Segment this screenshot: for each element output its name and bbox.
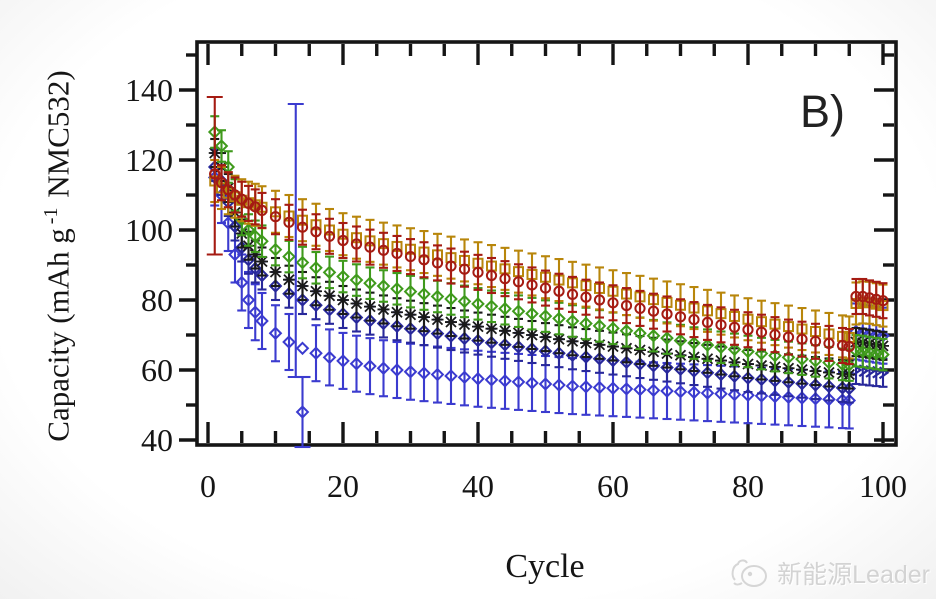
svg-text:20: 20 bbox=[327, 468, 359, 504]
svg-text:60: 60 bbox=[597, 468, 629, 504]
y-axis-label-superscript: -1 bbox=[40, 207, 62, 225]
svg-text:100: 100 bbox=[859, 468, 907, 504]
watermark-text: 新能源Leader bbox=[777, 561, 930, 589]
y-axis-label-pre: Capacity (mAh g bbox=[40, 228, 76, 442]
svg-text:40: 40 bbox=[462, 468, 494, 504]
svg-text:40: 40 bbox=[141, 422, 173, 458]
watermark: 新能源Leader bbox=[729, 555, 930, 591]
svg-text:80: 80 bbox=[141, 282, 173, 318]
y-axis-label-post: NMC532) bbox=[40, 70, 76, 206]
svg-text:60: 60 bbox=[141, 352, 173, 388]
watermark-logo-icon bbox=[729, 556, 771, 590]
svg-text:100: 100 bbox=[125, 212, 173, 248]
svg-text:0: 0 bbox=[200, 468, 216, 504]
x-axis-label: Cycle bbox=[505, 548, 585, 585]
panel-label: B) bbox=[800, 86, 845, 137]
svg-text:120: 120 bbox=[125, 142, 173, 178]
y-axis-label: Capacity (mAh g -1 NMC532) bbox=[40, 30, 88, 482]
svg-text:140: 140 bbox=[125, 72, 173, 108]
svg-text:80: 80 bbox=[732, 468, 764, 504]
